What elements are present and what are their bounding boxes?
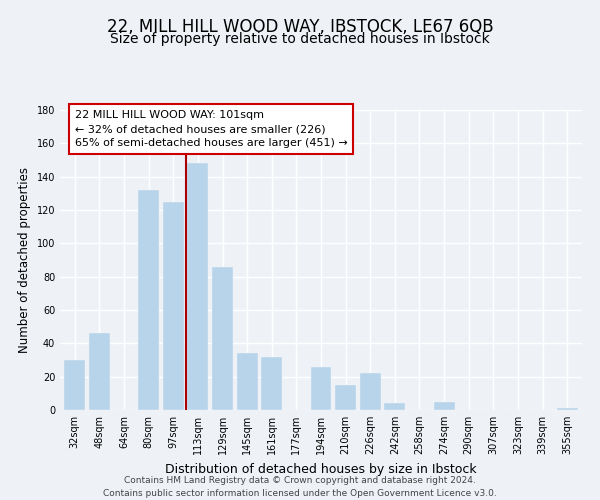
Bar: [360, 374, 381, 410]
Bar: [311, 366, 331, 410]
Bar: [64, 360, 85, 410]
Bar: [89, 334, 110, 410]
Y-axis label: Number of detached properties: Number of detached properties: [18, 167, 31, 353]
Bar: [335, 385, 356, 410]
Bar: [236, 354, 257, 410]
Bar: [385, 404, 406, 410]
Bar: [261, 356, 282, 410]
Bar: [138, 190, 159, 410]
Text: Size of property relative to detached houses in Ibstock: Size of property relative to detached ho…: [110, 32, 490, 46]
Bar: [163, 202, 184, 410]
Bar: [434, 402, 455, 410]
Text: 22 MILL HILL WOOD WAY: 101sqm
← 32% of detached houses are smaller (226)
65% of : 22 MILL HILL WOOD WAY: 101sqm ← 32% of d…: [75, 110, 347, 148]
Bar: [212, 266, 233, 410]
Text: Contains HM Land Registry data © Crown copyright and database right 2024.
Contai: Contains HM Land Registry data © Crown c…: [103, 476, 497, 498]
X-axis label: Distribution of detached houses by size in Ibstock: Distribution of detached houses by size …: [165, 462, 477, 475]
Text: 22, MILL HILL WOOD WAY, IBSTOCK, LE67 6QB: 22, MILL HILL WOOD WAY, IBSTOCK, LE67 6Q…: [107, 18, 493, 36]
Bar: [187, 164, 208, 410]
Bar: [557, 408, 578, 410]
